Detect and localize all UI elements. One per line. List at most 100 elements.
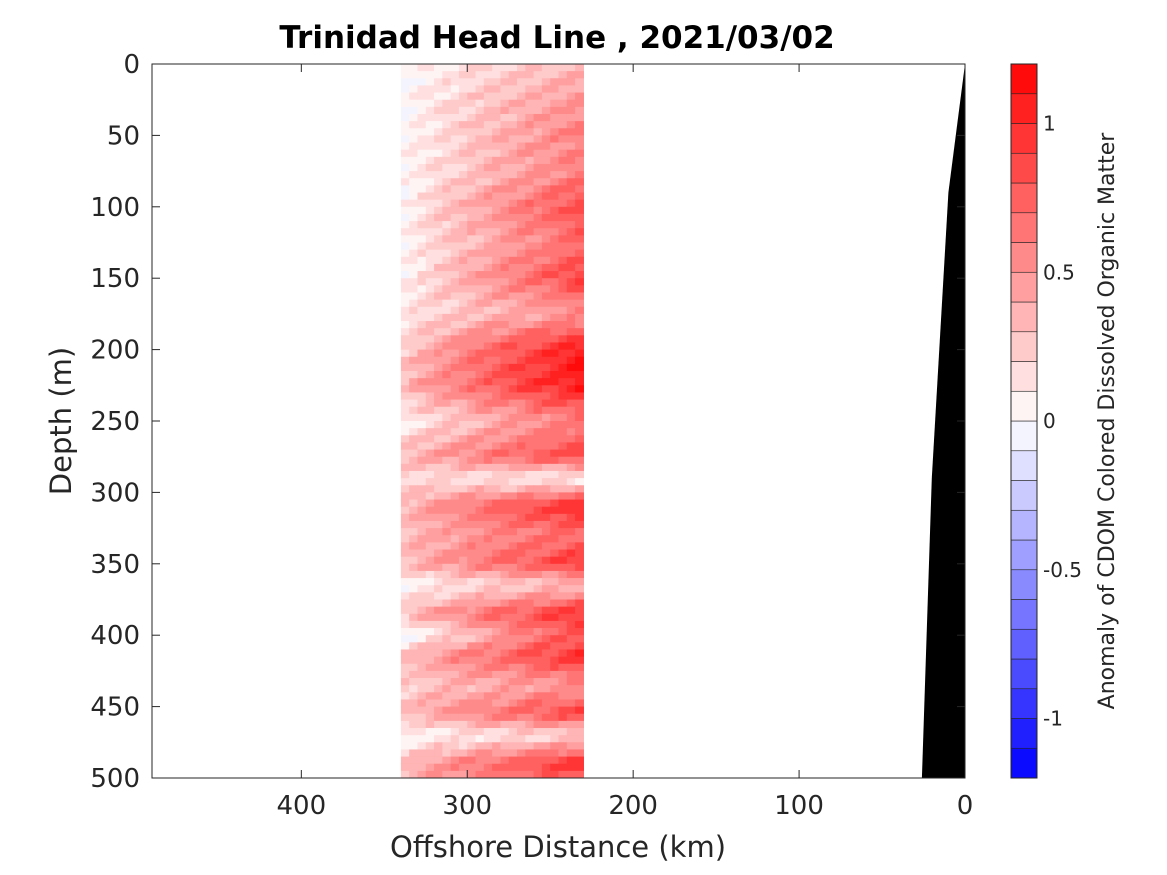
anomaly-cell bbox=[533, 213, 543, 222]
anomaly-cell bbox=[508, 399, 518, 408]
anomaly-cell bbox=[434, 513, 443, 522]
colorbar-tick-label: 1 bbox=[1043, 112, 1056, 136]
anomaly-cell bbox=[525, 599, 535, 608]
anomaly-cell bbox=[467, 485, 477, 493]
anomaly-cell bbox=[409, 620, 419, 629]
anomaly-cell bbox=[475, 342, 485, 351]
anomaly-cell bbox=[525, 578, 535, 586]
anomaly-cell bbox=[475, 249, 485, 258]
anomaly-cell bbox=[508, 549, 518, 558]
anomaly-cell bbox=[442, 349, 452, 358]
anomaly-cell bbox=[508, 735, 518, 743]
anomaly-cell bbox=[508, 371, 518, 379]
anomaly-cell bbox=[566, 649, 576, 658]
anomaly-cell bbox=[525, 228, 535, 236]
anomaly-cell bbox=[467, 242, 477, 251]
anomaly-cell bbox=[500, 385, 510, 394]
anomaly-cell bbox=[442, 763, 452, 772]
colorbar-tick-label: -1 bbox=[1043, 707, 1063, 731]
anomaly-cell bbox=[533, 256, 543, 265]
anomaly-cell bbox=[483, 428, 493, 436]
anomaly-cell bbox=[417, 442, 427, 451]
anomaly-cell bbox=[467, 585, 477, 593]
anomaly-cell bbox=[575, 699, 584, 708]
anomaly-cell bbox=[417, 156, 427, 165]
anomaly-cell bbox=[541, 392, 551, 401]
anomaly-cell bbox=[575, 442, 584, 451]
anomaly-cell bbox=[475, 206, 485, 215]
anomaly-cell bbox=[517, 442, 526, 451]
anomaly-cell bbox=[458, 128, 468, 136]
anomaly-cell bbox=[483, 463, 493, 472]
anomaly-cell bbox=[500, 299, 510, 308]
anomaly-cell bbox=[566, 770, 576, 778]
anomaly-cell bbox=[541, 185, 551, 194]
anomaly-cell bbox=[409, 156, 419, 165]
anomaly-cell bbox=[533, 335, 543, 344]
anomaly-cell bbox=[442, 135, 452, 144]
anomaly-cell bbox=[409, 728, 419, 736]
anomaly-cell bbox=[517, 542, 526, 551]
anomaly-cell bbox=[475, 371, 485, 379]
anomaly-cell bbox=[575, 278, 584, 286]
anomaly-cell bbox=[492, 99, 502, 108]
anomaly-cell bbox=[566, 285, 576, 294]
anomaly-cell bbox=[442, 685, 452, 693]
anomaly-cell bbox=[442, 163, 452, 172]
anomaly-cell bbox=[500, 663, 510, 672]
anomaly-cell bbox=[550, 135, 560, 144]
anomaly-cell bbox=[566, 171, 576, 179]
anomaly-cell bbox=[525, 756, 535, 765]
anomaly-cell bbox=[550, 735, 560, 743]
anomaly-cell bbox=[558, 185, 568, 194]
anomaly-cell bbox=[566, 635, 576, 643]
anomaly-cell bbox=[541, 720, 551, 729]
anomaly-cell bbox=[425, 699, 435, 708]
anomaly-cell bbox=[483, 135, 493, 144]
anomaly-cell bbox=[434, 128, 443, 136]
anomaly-cell bbox=[492, 749, 502, 758]
anomaly-cell bbox=[450, 770, 460, 778]
anomaly-cell bbox=[541, 670, 551, 679]
anomaly-cell bbox=[508, 670, 518, 679]
anomaly-cell bbox=[409, 585, 419, 593]
anomaly-cell bbox=[558, 335, 568, 344]
anomaly-cell bbox=[566, 121, 576, 129]
anomaly-cell bbox=[492, 649, 502, 658]
anomaly-cell bbox=[475, 678, 485, 686]
anomaly-cell bbox=[525, 178, 535, 186]
anomaly-cell bbox=[492, 428, 502, 436]
anomaly-cell bbox=[417, 385, 427, 394]
anomaly-cell bbox=[475, 171, 485, 179]
anomaly-cell bbox=[541, 592, 551, 601]
anomaly-cell bbox=[475, 699, 485, 708]
anomaly-cell bbox=[483, 720, 493, 729]
anomaly-cell bbox=[483, 321, 493, 329]
anomaly-cell bbox=[434, 456, 443, 465]
anomaly-cell bbox=[508, 321, 518, 329]
anomaly-cell bbox=[417, 71, 427, 79]
anomaly-cell bbox=[492, 706, 502, 715]
anomaly-cell bbox=[533, 549, 543, 558]
anomaly-cell bbox=[450, 542, 460, 551]
anomaly-cell bbox=[533, 735, 543, 743]
anomaly-cell bbox=[492, 149, 502, 158]
anomaly-cell bbox=[450, 678, 460, 686]
anomaly-cell bbox=[434, 149, 443, 158]
anomaly-cell bbox=[458, 728, 468, 736]
anomaly-cell bbox=[450, 149, 460, 158]
anomaly-cell bbox=[417, 549, 427, 558]
anomaly-cell bbox=[566, 456, 576, 465]
anomaly-cell bbox=[550, 349, 560, 358]
anomaly-cell bbox=[450, 235, 460, 244]
anomaly-cell bbox=[458, 756, 468, 765]
anomaly-cell bbox=[533, 449, 543, 458]
anomaly-cell bbox=[566, 606, 576, 615]
anomaly-cell bbox=[550, 421, 560, 429]
anomaly-cell bbox=[533, 321, 543, 329]
anomaly-cell bbox=[525, 242, 535, 251]
anomaly-cell bbox=[409, 485, 419, 493]
anomaly-cell bbox=[458, 271, 468, 279]
anomaly-cell bbox=[517, 171, 526, 179]
anomaly-cell bbox=[442, 592, 452, 601]
